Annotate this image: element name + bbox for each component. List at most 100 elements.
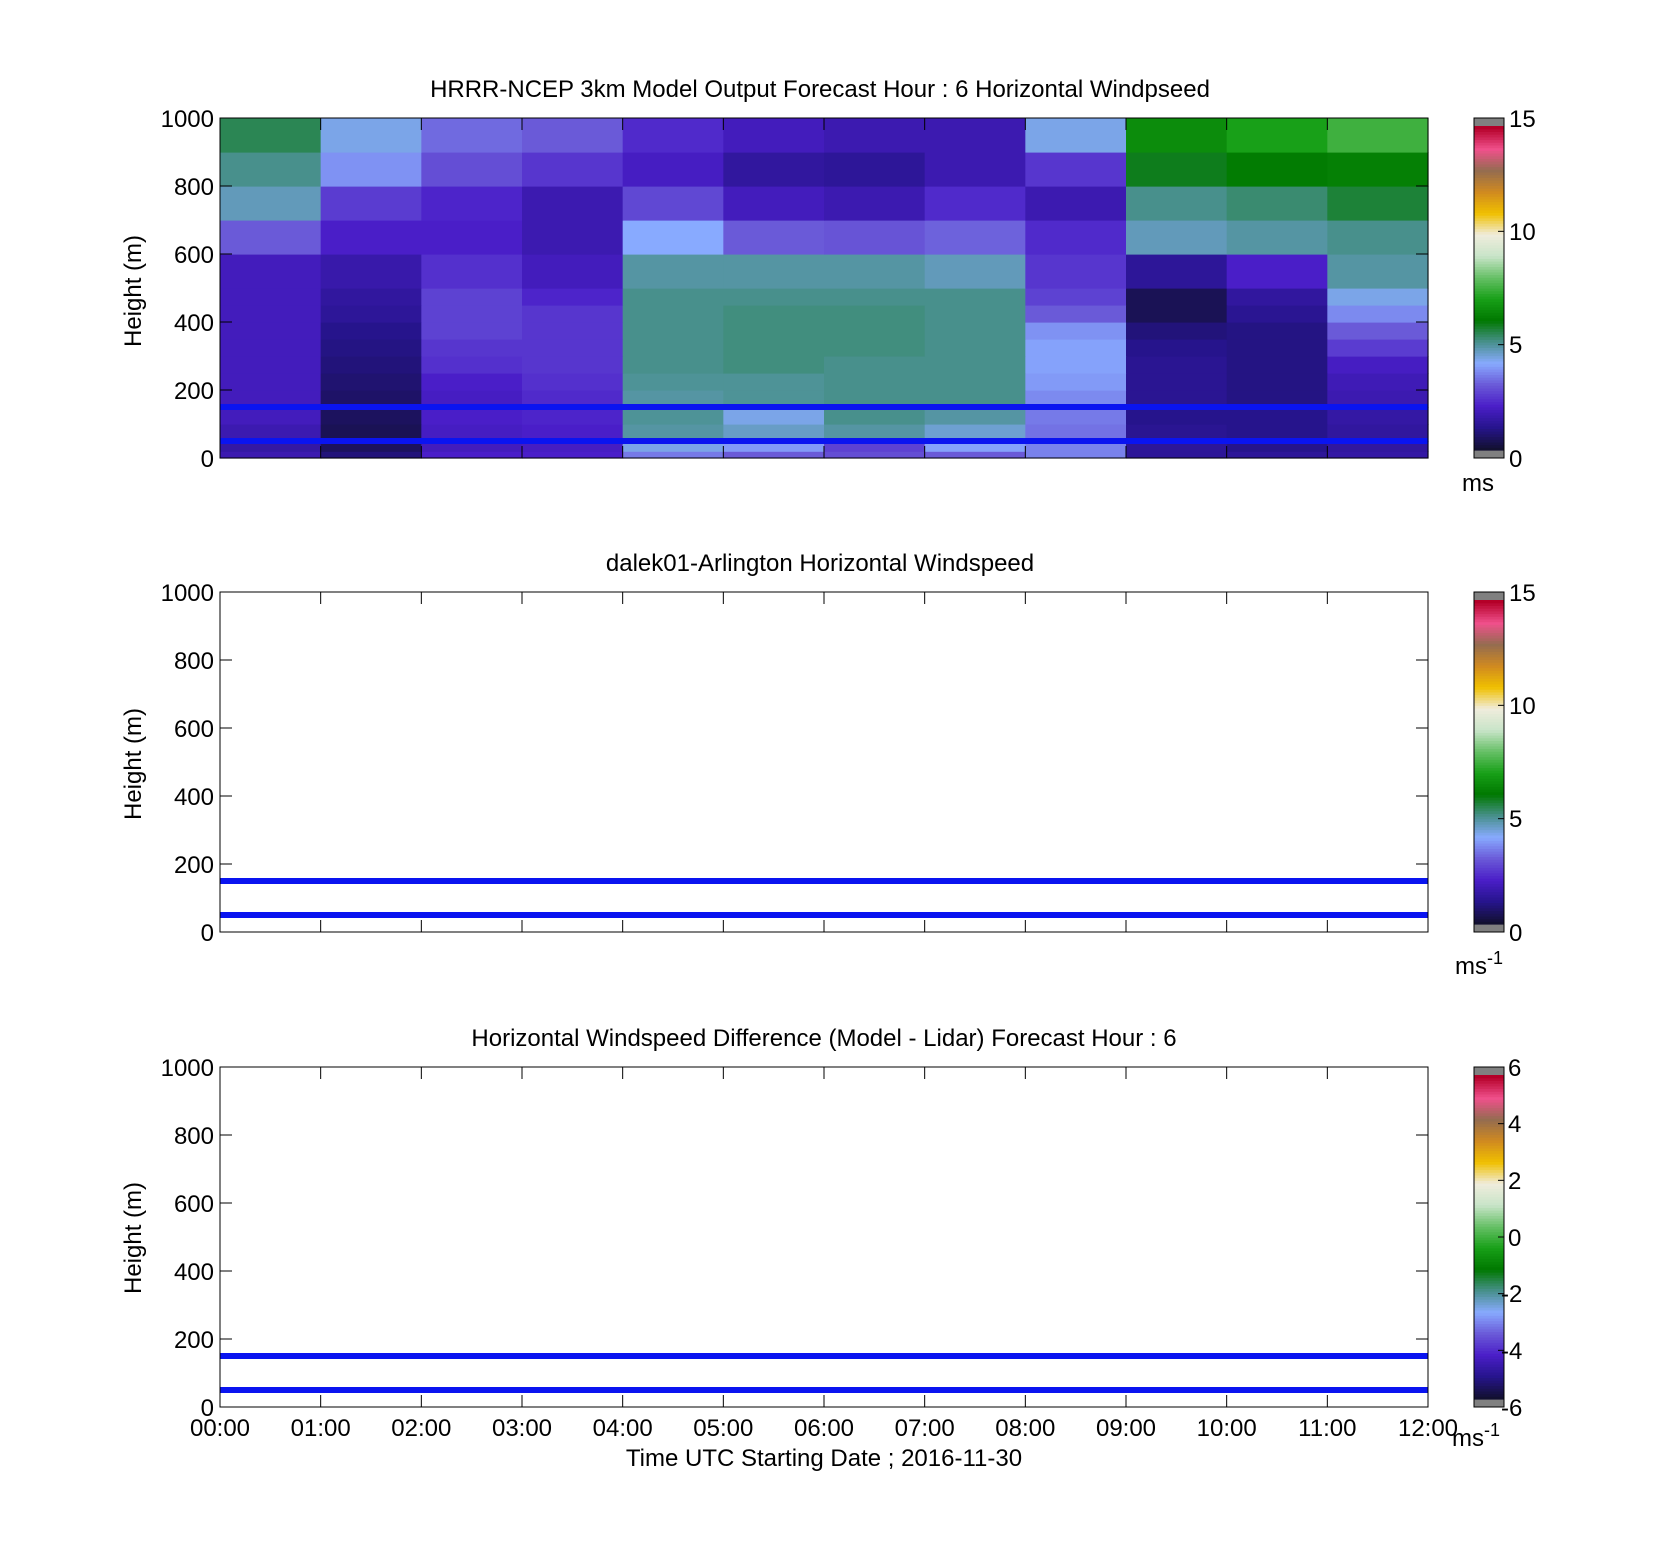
heatmap-cell xyxy=(1327,220,1429,255)
colorbar-swatch xyxy=(1474,352,1504,357)
heatmap-cell xyxy=(421,220,523,255)
heatmap-cell xyxy=(824,390,926,408)
heatmap-cell xyxy=(1226,451,1328,459)
heatmap-cell xyxy=(723,152,825,187)
heatmap-cell xyxy=(924,451,1026,459)
heatmap-cell xyxy=(320,220,422,255)
colorbar-swatch xyxy=(1474,872,1504,876)
heatmap-cell xyxy=(522,288,624,306)
heatmap-cell xyxy=(1025,339,1127,357)
heatmap-cell xyxy=(1327,390,1429,408)
colorbar-swatch xyxy=(1474,209,1504,213)
heatmap-cell xyxy=(421,118,523,153)
heatmap-cell xyxy=(421,305,523,323)
colorbar-swatch xyxy=(1474,643,1504,647)
heatmap-cell xyxy=(522,254,624,289)
colorbar-swatch xyxy=(1474,382,1504,386)
y-axis-ticks xyxy=(220,591,1428,933)
colorbar-swatch xyxy=(1474,244,1504,249)
heatmap-cell xyxy=(824,441,926,452)
heatmap-cell xyxy=(220,118,322,153)
colorbar-swatch xyxy=(1474,1361,1504,1365)
colorbar-tick-label: -4 xyxy=(1501,1338,1522,1365)
colorbar-tick-label: -2 xyxy=(1501,1281,1522,1308)
colorbar-swatch xyxy=(1474,1390,1504,1395)
colorbar-swatch xyxy=(1474,1123,1504,1127)
colorbar-swatch xyxy=(1474,288,1504,292)
colorbar-swatch xyxy=(1474,1388,1504,1392)
colorbar-swatch xyxy=(1474,797,1504,801)
colorbar-swatch xyxy=(1474,1137,1504,1141)
heatmap-cell xyxy=(421,390,523,408)
colorbar-swatch xyxy=(1474,1112,1504,1117)
colorbar-swatch xyxy=(1474,726,1504,731)
colorbar: 0 5 10 15 ms xyxy=(1462,106,1536,497)
panel-title: dalek01-Arlington Horizontal Windspeed xyxy=(606,550,1034,577)
heatmap-cell xyxy=(824,186,926,221)
colorbar-swatch xyxy=(1474,134,1504,138)
heatmap-cell xyxy=(622,390,724,408)
y-tick-label: 400 xyxy=(174,784,214,811)
heatmap-cell xyxy=(522,441,624,452)
colorbar-swatch xyxy=(1474,840,1504,844)
colorbar-swatch xyxy=(1474,412,1504,416)
colorbar-swatch xyxy=(1474,783,1504,787)
heatmap-cell xyxy=(522,220,624,255)
heatmap-cell xyxy=(723,339,825,357)
colorbar-swatch xyxy=(1474,147,1504,151)
heatmap-cell xyxy=(924,118,1026,153)
heatmap-cell xyxy=(1226,407,1328,425)
colorbar-swatch xyxy=(1474,1212,1504,1216)
heatmap-cell xyxy=(1025,407,1127,425)
colorbar-tick-label: 4 xyxy=(1508,1111,1521,1138)
heatmap-cell xyxy=(824,288,926,306)
colorbar-swatch xyxy=(1474,1191,1504,1195)
colorbar-swatch xyxy=(1474,605,1504,609)
heatmap-cell xyxy=(320,305,422,323)
y-axis-label: Height (m) xyxy=(120,235,147,347)
heatmap-cell xyxy=(220,254,322,289)
colorbar-swatch xyxy=(1474,174,1504,178)
colorbar-swatch xyxy=(1474,239,1504,243)
colorbar-swatch xyxy=(1474,1301,1504,1306)
heatmap-cell xyxy=(1327,441,1429,452)
heatmap-cell xyxy=(320,322,422,340)
colorbar-swatch xyxy=(1474,791,1504,795)
colorbar-swatch xyxy=(1474,1315,1504,1319)
colorbar-swatch xyxy=(1474,600,1504,604)
heatmap-cell xyxy=(1327,288,1429,306)
heatmap-cell xyxy=(421,186,523,221)
heatmap-cell xyxy=(220,441,322,452)
colorbar-swatch xyxy=(1474,837,1504,841)
colorbar-overflow-cap xyxy=(1474,1067,1504,1075)
colorbar-swatch xyxy=(1474,775,1504,779)
colorbar-swatch xyxy=(1474,177,1504,181)
colorbar-swatch xyxy=(1474,255,1504,259)
colorbar-swatch xyxy=(1474,716,1504,720)
colorbar-swatch xyxy=(1474,678,1504,682)
colorbar-swatch xyxy=(1474,832,1504,836)
colorbar-swatch xyxy=(1474,1099,1504,1103)
colorbar-swatch xyxy=(1474,735,1504,739)
colorbar-swatch xyxy=(1474,743,1504,747)
colorbar-swatch xyxy=(1474,269,1504,273)
heatmap-cell xyxy=(924,356,1026,374)
colorbar-swatch xyxy=(1474,789,1504,793)
colorbar-swatch xyxy=(1474,675,1504,679)
colorbar-swatch xyxy=(1474,277,1504,281)
colorbar-swatch xyxy=(1474,1223,1504,1227)
heatmap-cell xyxy=(723,305,825,323)
colorbar-swatch xyxy=(1474,1180,1504,1184)
colorbar-swatch xyxy=(1474,1088,1504,1092)
heatmap-cell xyxy=(1327,322,1429,340)
colorbar-swatch xyxy=(1474,826,1504,831)
colorbar-swatch xyxy=(1474,312,1504,316)
heatmap-cell xyxy=(1025,152,1127,187)
heatmap-cell xyxy=(421,373,523,391)
colorbar-swatch xyxy=(1474,654,1504,658)
panel-lidar-observation: dalek01-Arlington Horizontal Windspeed H… xyxy=(120,550,1536,980)
colorbar-swatch xyxy=(1474,398,1504,402)
colorbar-swatch xyxy=(1474,713,1504,717)
heatmap-cell xyxy=(924,254,1026,289)
